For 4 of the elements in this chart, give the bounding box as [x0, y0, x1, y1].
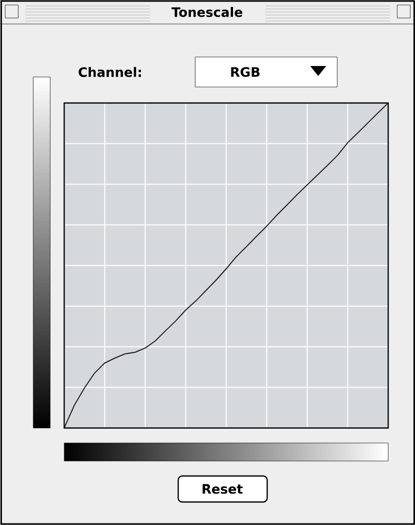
text: Reset [202, 484, 242, 494]
chart-title: Tonescale [171, 6, 242, 18]
text: RGB [230, 67, 260, 77]
text: Channel: [78, 66, 141, 78]
